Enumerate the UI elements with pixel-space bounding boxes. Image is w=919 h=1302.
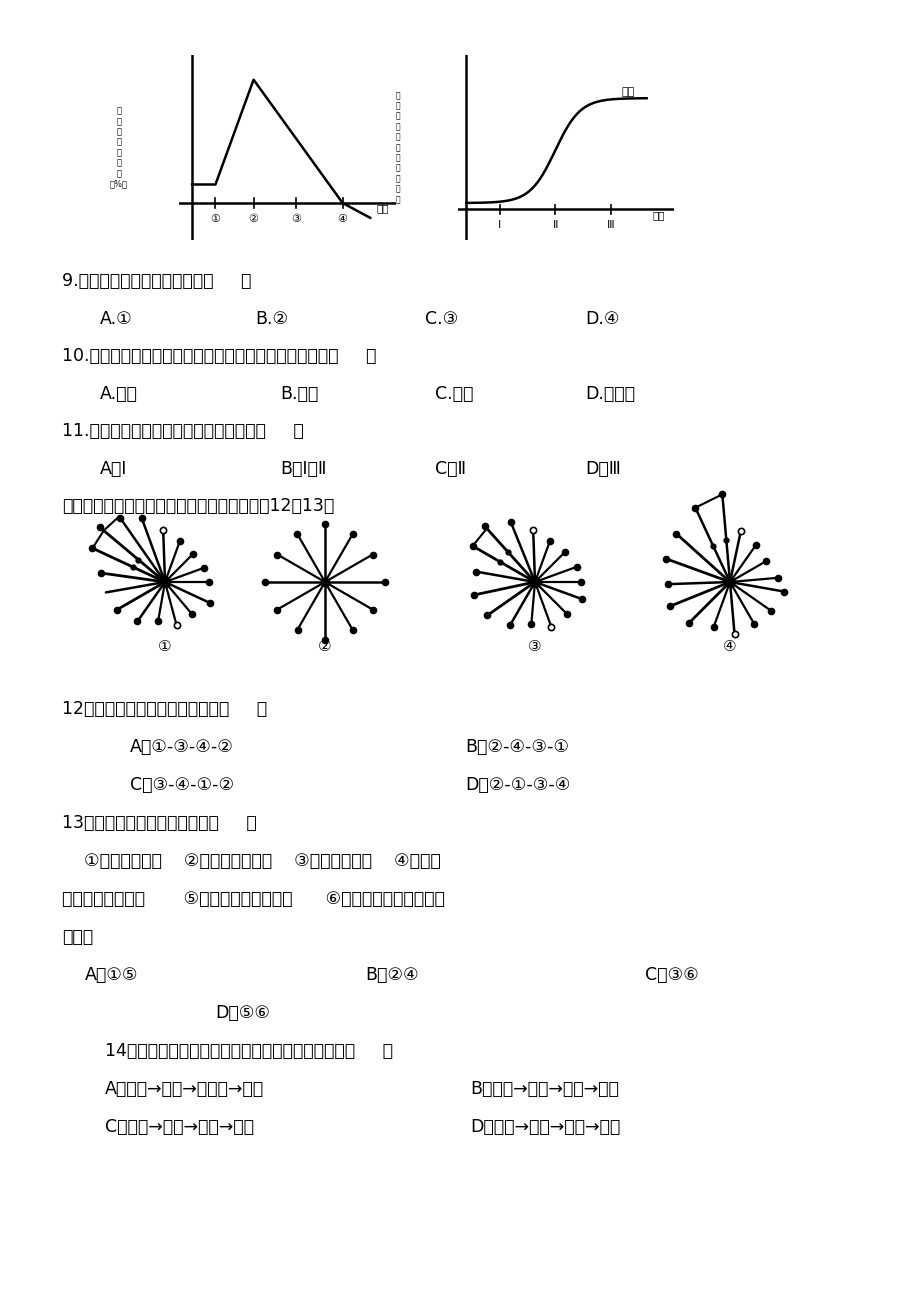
Text: 时期: 时期 (652, 211, 664, 220)
Text: B.②: B.② (255, 310, 288, 328)
Text: C.德国: C.德国 (435, 385, 473, 404)
Text: B．②④: B．②④ (365, 966, 418, 984)
Text: ①城市环境恶化    ②植被覆盖率减少    ③地下水位上升    ④地表径: ①城市环境恶化 ②植被覆盖率减少 ③地下水位上升 ④地表径 (62, 852, 440, 870)
Text: 12．该区域城市发展过程依次是（     ）: 12．该区域城市发展过程依次是（ ） (62, 700, 267, 717)
Text: Ⅰ: Ⅰ (497, 220, 501, 230)
Text: D．②-①-③-④: D．②-①-③-④ (464, 776, 570, 794)
Text: C.③: C.③ (425, 310, 458, 328)
Text: A．①⑤: A．①⑤ (85, 966, 139, 984)
Text: ④: ④ (337, 214, 347, 224)
Text: 人口: 人口 (621, 87, 634, 98)
Text: D．⑤⑥: D．⑤⑥ (215, 1004, 269, 1022)
Text: ②: ② (248, 214, 258, 224)
Text: B．上海→杭州→重庆→深圳: B．上海→杭州→重庆→深圳 (470, 1079, 618, 1098)
Text: 13．该区域城市发展必然导致（     ）: 13．该区域城市发展必然导致（ ） (62, 814, 256, 832)
Text: C．③⑥: C．③⑥ (644, 966, 698, 984)
Text: A．北京→天津→石家庄→成都: A．北京→天津→石家庄→成都 (105, 1079, 264, 1098)
Text: Ⅱ: Ⅱ (551, 220, 557, 230)
Text: 14．下列城市的服务范围由大到小排序，正确的是（     ）: 14．下列城市的服务范围由大到小排序，正确的是（ ） (105, 1042, 392, 1060)
Text: 11.当前，该国城市化进程所处的阶段是（     ）: 11.当前，该国城市化进程所处的阶段是（ ） (62, 422, 303, 440)
Text: B．Ⅰ和Ⅱ: B．Ⅰ和Ⅱ (279, 460, 326, 478)
Text: C．③-④-①-②: C．③-④-①-② (130, 776, 233, 794)
Text: 流量季节变化增大       ⑤城市化水平不断提高      ⑥城市与郊区之间形成热: 流量季节变化增大 ⑤城市化水平不断提高 ⑥城市与郊区之间形成热 (62, 891, 445, 907)
Text: D.新加坡: D.新加坡 (584, 385, 634, 404)
Text: A．Ⅰ: A．Ⅰ (100, 460, 127, 478)
Text: C．上海→成都→重庆→双流: C．上海→成都→重庆→双流 (105, 1118, 254, 1137)
Text: 9.该国人口达到顶峰的时期为（     ）: 9.该国人口达到顶峰的时期为（ ） (62, 272, 251, 290)
Text: D．Ⅲ: D．Ⅲ (584, 460, 620, 478)
Text: B.中国: B.中国 (279, 385, 318, 404)
Text: ④: ④ (722, 639, 736, 654)
Text: 时间: 时间 (376, 203, 389, 214)
Text: ③: ③ (528, 639, 541, 654)
Text: D．北京→成都→双流→华阳: D．北京→成都→双流→华阳 (470, 1118, 619, 1137)
Text: B．②-④-③-①: B．②-④-③-① (464, 738, 568, 756)
Text: D.④: D.④ (584, 310, 618, 328)
Text: 城
镇
人
口
占
总
人
口
的
比
重: 城 镇 人 口 占 总 人 口 的 比 重 (395, 91, 400, 204)
Text: A.①: A.① (100, 310, 132, 328)
Text: 10.下列各国中，人口发展情况与左图图示类型一致的是（     ）: 10.下列各国中，人口发展情况与左图图示类型一致的是（ ） (62, 348, 376, 365)
Text: A.埃及: A.埃及 (100, 385, 138, 404)
Text: 人
口
自
然
增
长
率
（%）: 人 口 自 然 增 长 率 （%） (109, 107, 128, 189)
Text: A．①-③-④-②: A．①-③-④-② (130, 738, 233, 756)
Text: ①: ① (158, 639, 172, 654)
Text: ②: ② (318, 639, 332, 654)
Text: ③: ③ (290, 214, 301, 224)
Text: ①: ① (210, 214, 221, 224)
Text: Ⅲ: Ⅲ (607, 220, 614, 230)
Text: C．Ⅱ: C．Ⅱ (435, 460, 466, 478)
Text: 下图为某区域城市发展过程示意图，读图回答12～13题: 下图为某区域城市发展过程示意图，读图回答12～13题 (62, 497, 334, 516)
Text: 力环流: 力环流 (62, 928, 93, 947)
